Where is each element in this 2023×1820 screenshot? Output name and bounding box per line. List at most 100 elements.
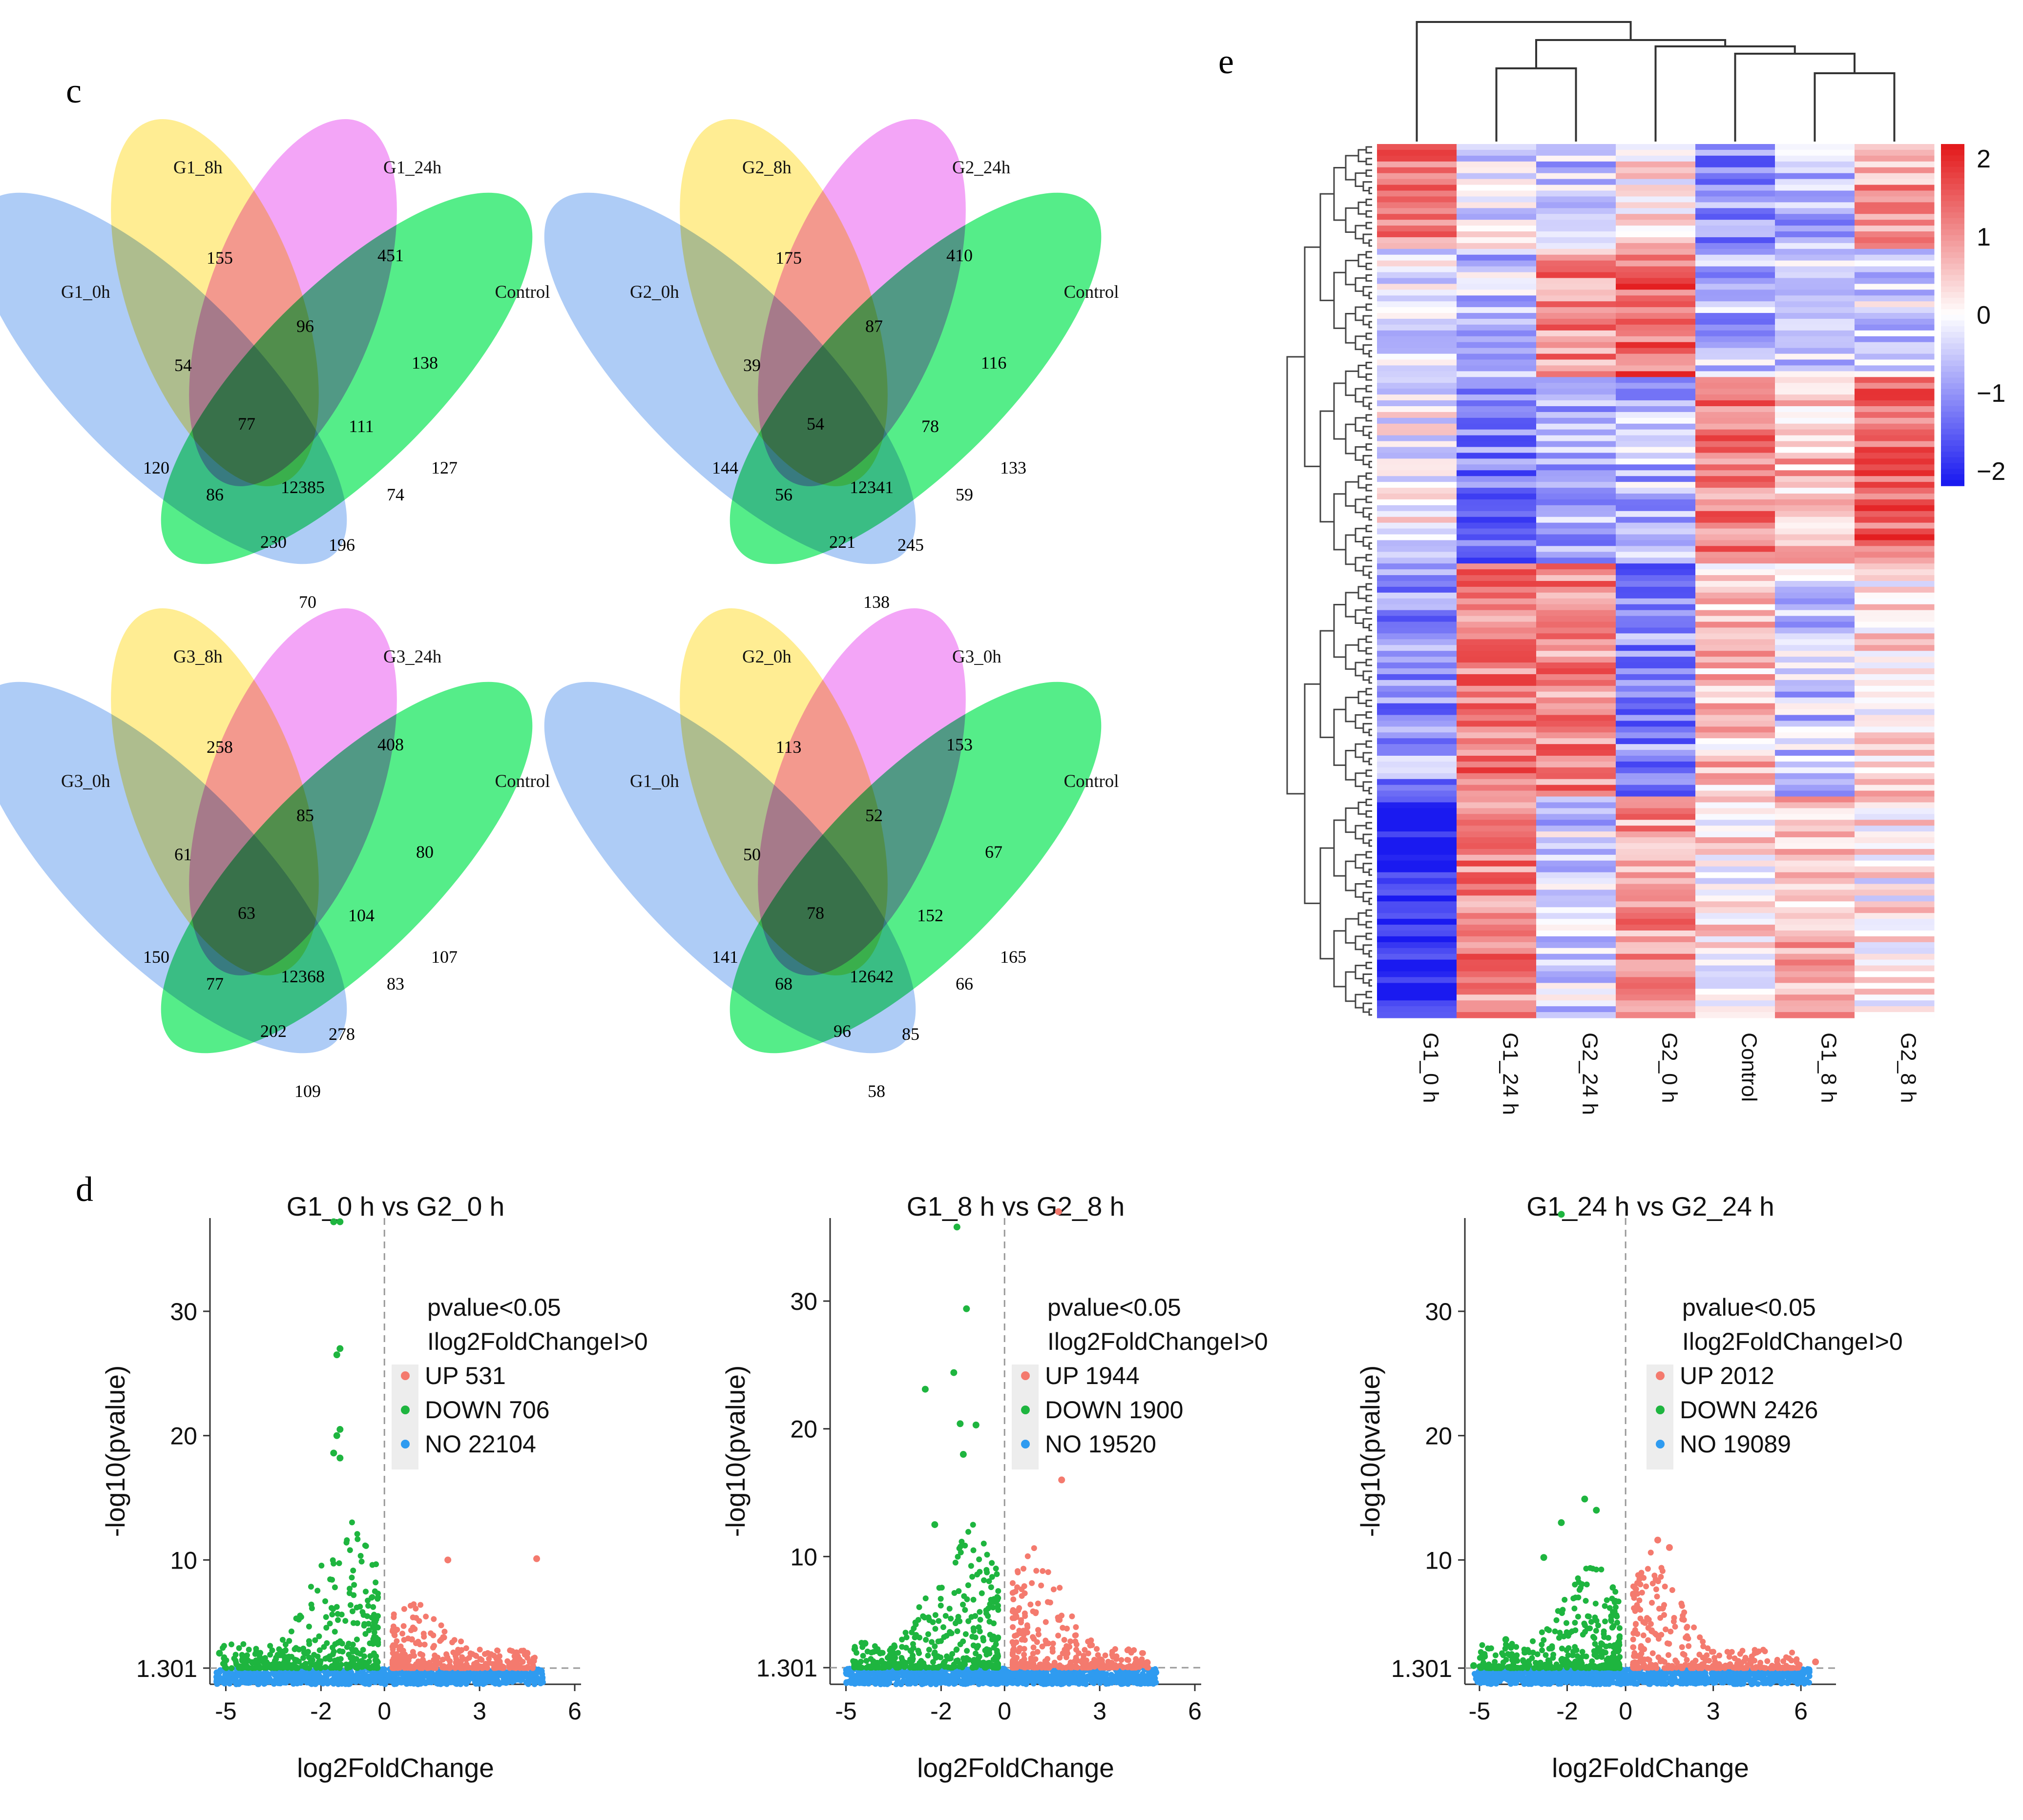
point-down: [351, 1662, 357, 1668]
point-down: [1591, 1664, 1597, 1671]
heatmap-cell: [1536, 190, 1616, 197]
legend-title-pvalue: pvalue<0.05: [1682, 1294, 1816, 1321]
point-up: [1712, 1658, 1718, 1665]
point-up: [463, 1656, 469, 1663]
legend-down-label: DOWN 1900: [1045, 1396, 1183, 1424]
point-no: [988, 1680, 995, 1686]
point-highlight: [1058, 1476, 1065, 1484]
point-up: [1733, 1663, 1739, 1670]
venn-count-a: 120: [143, 458, 169, 477]
point-highlight: [533, 1555, 541, 1562]
point-down: [926, 1617, 933, 1623]
point-up: [1102, 1664, 1108, 1671]
point-down: [872, 1643, 878, 1649]
point-down: [288, 1628, 294, 1634]
point-up: [1139, 1656, 1145, 1662]
heatmap-cell: [1377, 202, 1457, 208]
point-up: [431, 1657, 437, 1663]
point-down: [1571, 1605, 1578, 1612]
point-up: [1061, 1636, 1067, 1643]
point-up: [1010, 1624, 1016, 1630]
x-tick-label: 6: [568, 1697, 582, 1725]
point-no: [307, 1679, 313, 1686]
point-no: [1752, 1671, 1759, 1677]
point-down: [286, 1638, 292, 1644]
point-up: [1027, 1601, 1034, 1608]
point-down: [949, 1651, 956, 1657]
point-up: [1080, 1656, 1086, 1663]
heatmap-cell: [1536, 167, 1616, 174]
heatmap-cell: [1775, 196, 1855, 203]
point-no: [1535, 1679, 1541, 1686]
legend-up-marker: [401, 1371, 410, 1380]
point-down: [980, 1660, 987, 1666]
point-up: [1665, 1652, 1671, 1658]
point-no: [1035, 1672, 1042, 1678]
point-down: [1492, 1652, 1499, 1658]
point-no: [988, 1672, 994, 1678]
point-no: [1770, 1676, 1776, 1683]
point-no: [537, 1668, 543, 1675]
point-down: [368, 1594, 375, 1601]
point-down: [912, 1619, 918, 1626]
point-no: [1520, 1670, 1526, 1676]
point-up: [1057, 1585, 1063, 1591]
point-no: [974, 1670, 980, 1676]
point-up: [1024, 1553, 1031, 1559]
point-up: [1072, 1638, 1079, 1645]
point-highlight: [336, 1454, 344, 1462]
point-down: [373, 1561, 379, 1568]
point-up: [1704, 1652, 1710, 1658]
legend-down-marker: [1656, 1406, 1665, 1414]
point-down: [236, 1645, 242, 1651]
point-up: [1636, 1665, 1643, 1671]
point-no: [1618, 1680, 1625, 1687]
point-up: [449, 1639, 456, 1646]
point-up: [1647, 1662, 1653, 1668]
point-no: [1034, 1677, 1040, 1684]
point-down: [954, 1628, 960, 1634]
point-up: [1661, 1612, 1667, 1618]
point-no: [1796, 1675, 1802, 1681]
heatmap-cell: [1536, 144, 1616, 150]
point-up: [453, 1655, 459, 1662]
point-highlight: [953, 1223, 960, 1231]
point-no: [1000, 1679, 1006, 1685]
point-up: [1632, 1628, 1638, 1634]
point-down: [257, 1665, 264, 1671]
point-up: [433, 1662, 439, 1669]
point-down: [363, 1543, 369, 1549]
heatmap-cell: [1457, 149, 1537, 156]
point-up: [420, 1656, 426, 1663]
heatmap-cell: [1616, 161, 1696, 168]
point-down: [1590, 1634, 1596, 1640]
point-down: [980, 1540, 987, 1547]
point-no: [981, 1672, 988, 1678]
panel-label-d: d: [76, 1170, 93, 1209]
venn-set-d-ellipse: [161, 192, 533, 564]
heatmap-cell: [1536, 185, 1616, 191]
point-down: [1609, 1624, 1616, 1631]
point-down: [238, 1665, 244, 1671]
point-no: [1507, 1671, 1513, 1677]
venn-count-abcd: 12368: [281, 967, 325, 986]
heatmap-cell: [1377, 149, 1457, 156]
point-no: [442, 1676, 448, 1682]
venn-count-ad: 58: [868, 1081, 885, 1101]
point-down: [316, 1633, 322, 1639]
point-up: [1110, 1664, 1117, 1671]
point-up: [1707, 1665, 1713, 1671]
heatmap-cell: [1377, 179, 1457, 186]
point-no: [400, 1674, 407, 1680]
point-down: [901, 1664, 908, 1670]
point-no: [279, 1675, 285, 1682]
point-down: [353, 1647, 359, 1654]
point-down: [354, 1620, 360, 1626]
point-down: [873, 1664, 879, 1671]
point-up: [1009, 1580, 1016, 1586]
heatmap-cell: [1775, 173, 1855, 180]
point-down: [936, 1618, 942, 1624]
point-up: [524, 1665, 531, 1671]
point-down: [222, 1664, 228, 1670]
